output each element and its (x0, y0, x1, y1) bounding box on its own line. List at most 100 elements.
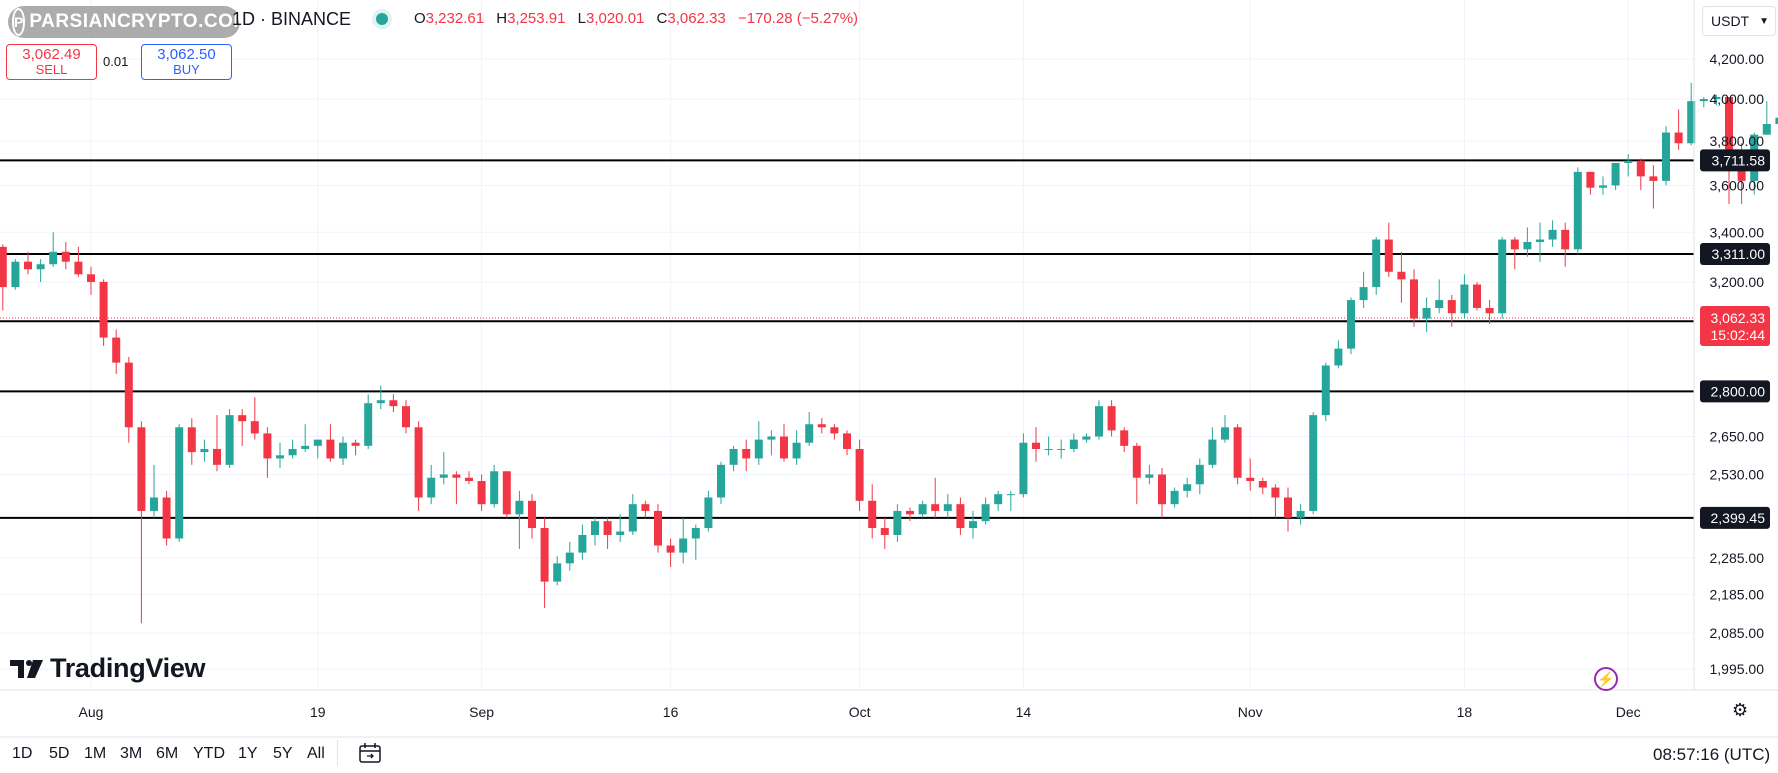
candle-body (843, 433, 851, 449)
grid (0, 0, 1694, 690)
candle-body (1649, 176, 1658, 181)
candle-body (830, 427, 839, 434)
candle-body (1372, 239, 1381, 288)
candle-body (1561, 229, 1570, 250)
candle-body (792, 442, 801, 459)
x-tick-label: Sep (469, 704, 494, 720)
y-tick-label: 3,600.00 (1710, 177, 1765, 193)
candle-body (61, 251, 70, 262)
candle-body (918, 504, 927, 515)
candle-body (805, 424, 814, 443)
ohlc-low-key: L (577, 10, 586, 27)
candle-body (780, 436, 788, 459)
candle-body (439, 474, 448, 478)
timeframe-1y[interactable]: 1Y (238, 745, 258, 762)
candle-body (1006, 494, 1015, 496)
candle-body (931, 504, 940, 511)
candle-body (1183, 484, 1192, 491)
candle-body (1737, 162, 1746, 181)
candle-body (578, 534, 587, 553)
level-price-tag (1700, 506, 1770, 529)
settings-icon[interactable]: ⚙ (1732, 700, 1749, 720)
x-tick-label: 16 (663, 704, 679, 720)
candle-body (1674, 132, 1683, 144)
sell-price: 3,062.49 (22, 46, 81, 63)
sell-button[interactable]: 3,062.49 SELL (6, 44, 97, 80)
symbol-label[interactable]: 1D · BINANCE (232, 9, 352, 29)
candle-body (1044, 448, 1053, 450)
candle-body (263, 433, 272, 459)
candle-body (1284, 497, 1292, 518)
y-tick-label: 2,650.00 (1710, 429, 1765, 445)
calendar-range-icon[interactable] (358, 742, 382, 769)
candle-body (1271, 487, 1280, 498)
timeframe-1m[interactable]: 1M (84, 745, 107, 762)
candle-body (402, 406, 410, 428)
candle-body (1397, 271, 1406, 280)
candle-body (465, 477, 473, 481)
candle-body (1523, 241, 1532, 250)
candle-body (994, 494, 1003, 505)
candle-body (603, 521, 612, 535)
watermark-seal-icon: P (12, 8, 26, 36)
timeframe-5y[interactable]: 5Y (273, 745, 293, 762)
candle-body (1195, 464, 1204, 485)
candle-body (74, 261, 83, 275)
candle-body (238, 415, 247, 422)
level-price-label: 3,711.58 (1712, 152, 1766, 168)
candle-body (906, 510, 914, 515)
candle-body (754, 439, 763, 459)
flash-icon[interactable]: ⚡ (1594, 667, 1618, 691)
candle-body (1095, 406, 1103, 437)
candle-body (389, 400, 398, 407)
last-price-tag (1700, 305, 1770, 346)
x-tick-label: Nov (1238, 704, 1263, 720)
candle-body (943, 504, 952, 511)
candle-body (11, 261, 20, 288)
timeframe-all[interactable]: All (307, 745, 325, 762)
candle-body (326, 439, 335, 459)
timeframe-3m[interactable]: 3M (120, 745, 143, 762)
candle-body (1435, 300, 1444, 308)
candle-body (99, 281, 108, 338)
x-tick-label: 14 (1016, 704, 1032, 720)
candle-body (868, 500, 877, 529)
candle-body (1712, 97, 1721, 100)
candle-body (1321, 365, 1330, 416)
currency-select[interactable]: USDT ▼ (1702, 6, 1776, 36)
timeframe-ytd[interactable]: YTD (193, 745, 225, 762)
tradingview-logo[interactable]: TradingView (10, 653, 206, 684)
timeframe-1d[interactable]: 1D (12, 745, 33, 762)
last-price-label: 3,062.33 (1711, 310, 1766, 326)
currency-value: USDT (1711, 13, 1750, 29)
level-price-tag (1700, 380, 1770, 403)
candle-body (1019, 442, 1028, 495)
level-price-label: 2,800.00 (1711, 383, 1766, 399)
candle-body (1158, 474, 1166, 505)
candle-body (452, 474, 461, 478)
utc-clock[interactable]: 08:57:16 (UTC) (1653, 745, 1771, 764)
candle-body (855, 448, 864, 501)
candle-body (1208, 439, 1217, 465)
y-tick-label: 3,400.00 (1710, 224, 1765, 240)
candle-body (364, 403, 373, 446)
candle-body (729, 448, 738, 465)
candle-body (1573, 171, 1582, 250)
candle-body (679, 538, 688, 553)
candle-body (1485, 307, 1494, 314)
level-price-label: 2,399.45 (1711, 510, 1766, 526)
toolbar-divider (337, 740, 338, 766)
timeframe-5d[interactable]: 5D (49, 745, 70, 762)
ohlc-high-value: 3,253.91 (507, 10, 566, 27)
tradingview-wordmark: TradingView (50, 653, 206, 683)
candle-body (540, 528, 549, 582)
candle-body (1473, 284, 1481, 308)
candle-body (565, 552, 574, 564)
timeframe-6m[interactable]: 6M (156, 745, 179, 762)
candle-body (1384, 239, 1393, 272)
candle-body (1775, 117, 1778, 125)
candle-body (477, 480, 486, 505)
buy-button[interactable]: 3,062.50 BUY (141, 44, 232, 80)
candle-body (1460, 284, 1469, 314)
